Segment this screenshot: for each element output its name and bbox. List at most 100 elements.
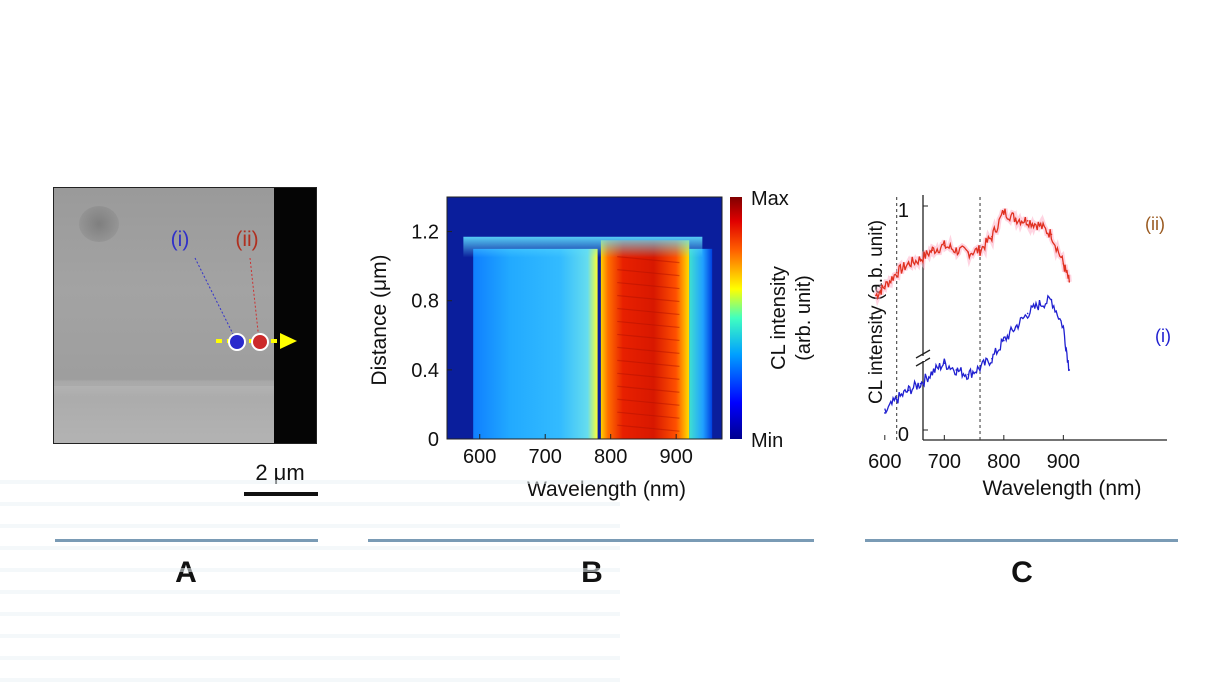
heatmap-streak [617,294,680,303]
heatmap-streak [617,424,680,432]
marker-i [228,333,246,351]
series-i-point [991,357,993,360]
heatmap-y-tick-label: 0 [428,429,439,451]
series-i-label: (i) [1155,326,1171,346]
line-x-tick-label: 900 [1047,451,1080,473]
heatmap-x-tick-label: 900 [659,446,692,468]
series-i-point [895,398,898,401]
series-i-point [979,366,981,369]
line-x-axis-label: Wavelength (nm) [982,477,1141,500]
colorbar-title-2: (arb. unit) [793,275,815,361]
axis-break-mark [915,357,931,367]
heatmap-streak [617,346,680,354]
sem-dark-spot [79,206,119,242]
panel-letter-c: C [1011,556,1033,589]
sem-bright-band [54,386,274,398]
panel-letter-a: A [175,556,197,589]
series-i-point [884,412,886,414]
heatmap-y-tick-label: 0.8 [411,291,439,313]
divider-a [55,539,318,542]
series-ii-line [875,208,1070,301]
sem-dark-region [274,188,316,443]
heatmap-streak [617,385,680,393]
heatmap-streak [617,256,680,264]
heatmap-streak [617,411,680,419]
line-y-tick-label: 1 [898,200,909,222]
leader-line-ii [249,257,260,341]
series-ii-point [943,244,946,247]
series-ii-point [991,235,993,238]
heatmap-streak [617,333,680,342]
heatmap-streak [617,398,680,406]
marker-i-label: (i) [171,228,190,251]
heatmap-frame [446,196,723,440]
series-i-point [907,389,910,392]
series-i-point [1062,326,1065,328]
series-ii-label: (ii) [1145,214,1165,234]
leader-line-i [194,257,237,341]
series-ii-point [1038,224,1041,227]
marker-ii [251,333,269,351]
series-ii-point [1050,233,1053,236]
divider-c [865,539,1178,542]
divider-b [368,539,814,542]
series-ii-point [955,249,958,251]
series-ii-point [931,249,934,251]
line-y-axis-label: CL intensity (a.b. unit) [866,220,887,404]
colorbar [730,197,742,439]
series-ii-point [919,258,922,261]
series-ii-point [895,272,898,274]
series-i-point [1026,312,1029,315]
heatmap-band-high [600,240,690,439]
series-i-point [955,369,958,371]
axis-break-gap [921,356,925,361]
line-y-tick-label: 0 [898,424,909,446]
series-ii-point [1003,210,1005,213]
series-ii-point [1068,281,1071,283]
colorbar-min-label: Min [751,430,783,452]
heatmap-y-tick-label: 0.4 [411,360,439,382]
series-ii-halo [873,208,1072,307]
series-i-point [1068,369,1071,371]
series-ii-point [979,249,981,251]
series-ii-point [907,262,910,265]
series-i-point [1038,303,1041,306]
series-i-point [931,371,934,374]
heatmap-streak [617,281,680,290]
series-i-point [1003,339,1005,342]
colorbar-max-label: Max [751,188,789,210]
series-ii-point [967,251,969,254]
series-i-point [967,373,969,376]
sem-image [53,187,317,444]
heatmap-top-glow [463,236,703,258]
series-ii-point [1014,217,1017,220]
heatmap-streak [617,320,680,329]
scan-arrow-head [280,333,297,349]
series-ii-point [1026,220,1029,222]
series-i-point [1050,299,1053,301]
series-i-point [943,362,946,365]
series-i-line [884,294,1070,415]
line-x-tick-label: 800 [987,451,1020,473]
heatmap-band-medium [473,248,598,439]
panel-letter-b: B [581,556,603,589]
heatmap-band-low [689,248,713,439]
heatmap-y-tick-label: 1.2 [411,222,439,244]
line-x-tick-label: 600 [868,451,901,473]
axis-break-mark [915,349,931,359]
colorbar-title-1: CL intensity [768,266,790,370]
series-i-point [919,382,922,385]
line-x-tick-label: 700 [928,451,961,473]
heatmap-streak [617,307,680,316]
heatmap-streak [617,269,680,277]
series-i-point [1014,326,1017,328]
series-ii-point [884,285,886,288]
marker-ii-label: (ii) [235,228,258,251]
heatmap-y-axis-label: Distance (μm) [368,254,391,385]
series-ii-point [1062,262,1065,265]
series-ii-point [875,294,877,297]
heatmap-streak [617,372,680,380]
heatmap-streak [617,359,680,367]
